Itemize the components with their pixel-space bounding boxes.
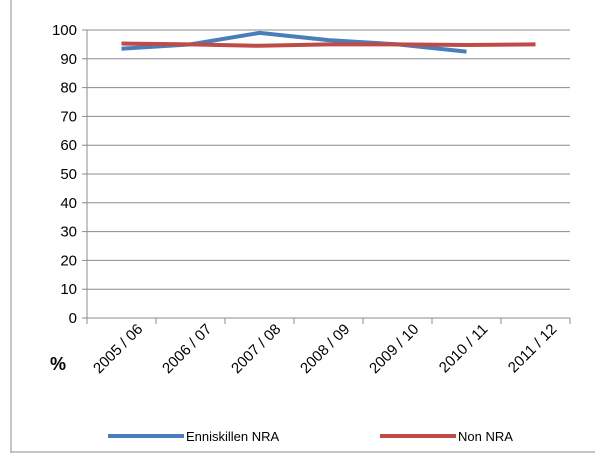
y-tick-label: 0 <box>69 310 77 327</box>
series-lines <box>121 30 536 54</box>
y-tick-label: 30 <box>60 224 77 241</box>
y-tick-label: 90 <box>60 51 77 68</box>
y-tick-label: 70 <box>60 108 77 125</box>
y-tick-label: 40 <box>60 195 77 212</box>
x-tick-label: 2008 / 09 <box>297 321 353 377</box>
gridlines <box>82 29 570 319</box>
y-tick-label: 80 <box>60 80 77 97</box>
x-tick-labels: 2005 / 06 2006 / 07 2007 / 08 2008 / 09 2009… <box>90 321 560 377</box>
series-line-1 <box>121 41 536 48</box>
x-tick-label: 2005 / 06 <box>90 321 146 377</box>
y-tick-label: 60 <box>60 137 77 154</box>
x-tick-label: 2011 / 12 <box>505 321 560 376</box>
x-tick-label: 2009 / 10 <box>366 321 422 377</box>
legend-label-0: Enniskillen NRA <box>186 429 280 444</box>
y-tick-label: 10 <box>60 281 77 298</box>
y-axis-unit-label: % <box>50 354 66 374</box>
y-tick-labels: 0 10 20 30 40 50 60 70 80 90 100 <box>52 22 77 327</box>
x-tick-label: 2010 / 11 <box>436 321 491 376</box>
axes <box>86 30 571 324</box>
y-tick-label: 100 <box>52 22 77 39</box>
legend-label-1: Non NRA <box>458 429 513 444</box>
legend: Enniskillen NRA Non NRA <box>108 429 513 444</box>
x-tick-label: 2006 / 07 <box>159 321 215 377</box>
y-tick-label: 20 <box>60 252 77 269</box>
y-tick-label: 50 <box>60 166 77 183</box>
x-tick-label: 2007 / 08 <box>228 321 284 377</box>
